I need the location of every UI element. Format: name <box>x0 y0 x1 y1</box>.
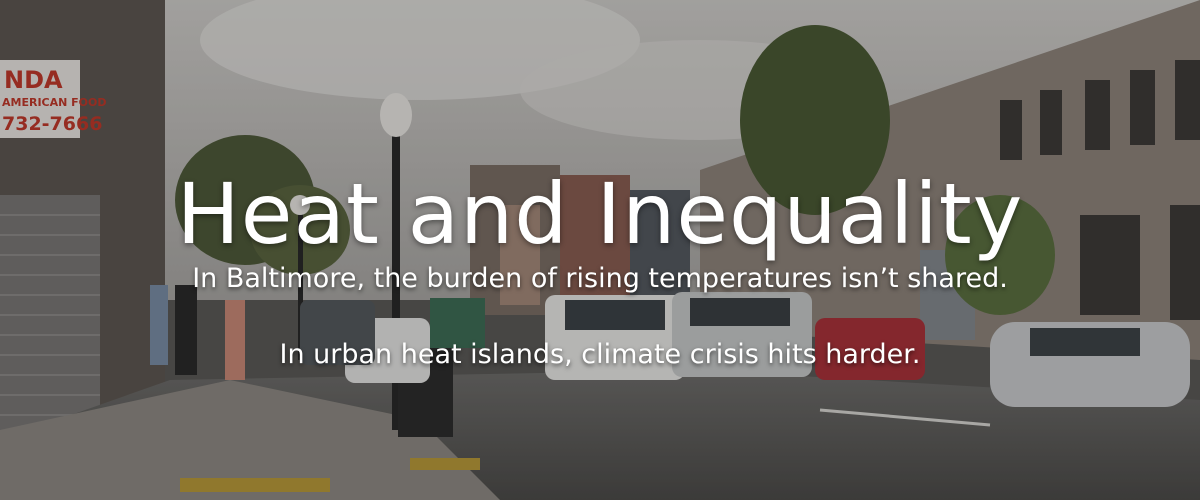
hero-subtitle-1: In Baltimore, the burden of rising tempe… <box>192 263 1008 294</box>
hero-title: Heat and Inequality <box>176 165 1024 264</box>
storefront-sign-text-1: NDA <box>4 66 63 94</box>
hero-subtitle-2: In urban heat islands, climate crisis hi… <box>279 339 921 370</box>
storefront-sign-text-2: AMERICAN FOOD <box>2 96 107 109</box>
storefront-sign-text-3: 732-7666 <box>2 113 102 135</box>
